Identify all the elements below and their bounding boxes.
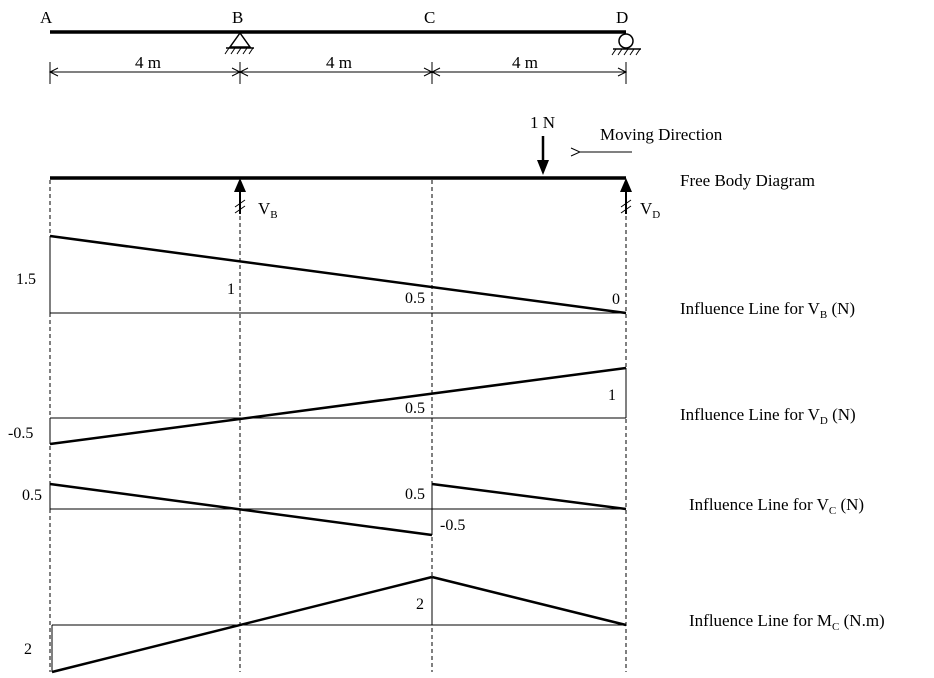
il-vc-curve-right <box>431 482 627 511</box>
reaction-arrow-d-icon <box>620 178 632 214</box>
dimension-line <box>48 62 628 84</box>
span-label-ab: 4 m <box>135 53 161 72</box>
il-vd-curve <box>49 366 627 446</box>
point-label-c: C <box>424 8 435 27</box>
il-vc-label-a: 0.5 <box>22 487 42 504</box>
il-vb-label-d: 0 <box>612 291 620 308</box>
il-vd-label-d: 1 <box>608 387 616 404</box>
il-vc-label-c-bottom: -0.5 <box>440 517 465 534</box>
roller-support-icon <box>611 33 641 56</box>
il-mc-label-a: 2 <box>24 641 32 658</box>
point-label-d: D <box>616 8 628 27</box>
pin-support-icon <box>224 31 254 55</box>
il-vc-label-c-top: 0.5 <box>405 486 425 503</box>
il-mc-title: Influence Line for MC (N.m) <box>689 611 885 633</box>
load-arrowhead-icon <box>537 160 549 175</box>
influence-line-vc: 0.5 0.5 -0.5 Influence Line for VC (N) <box>22 482 864 537</box>
il-vb-label-a: 1.5 <box>16 271 36 288</box>
il-mc-curve-left <box>51 575 433 674</box>
reaction-arrow-b-icon <box>234 178 246 214</box>
il-vc-title: Influence Line for VC (N) <box>689 495 864 517</box>
il-vd-label-a: -0.5 <box>8 425 33 442</box>
span-label-bc: 4 m <box>326 53 352 72</box>
il-mc-curve-right <box>431 575 627 627</box>
fbd-title: Free Body Diagram <box>680 171 815 190</box>
point-label-a: A <box>40 8 53 27</box>
moving-load: 1 N Moving Direction <box>530 113 723 175</box>
free-body-diagram: Free Body Diagram VB VD <box>50 171 815 221</box>
influence-line-mc: 2 2 Influence Line for MC (N.m) <box>24 575 885 674</box>
il-vb-label-b: 1 <box>227 281 235 298</box>
influence-line-vd: -0.5 0.5 1 Influence Line for VD (N) <box>8 366 856 446</box>
reaction-label-d: VD <box>640 199 660 221</box>
il-vb-curve <box>49 234 627 315</box>
moving-direction-label: Moving Direction <box>600 125 723 144</box>
dashed-guides <box>49 180 627 672</box>
il-vb-title: Influence Line for VB (N) <box>680 299 855 321</box>
reaction-label-b: VB <box>258 199 278 221</box>
il-mc-label-c: 2 <box>416 596 424 613</box>
point-label-b: B <box>232 8 243 27</box>
beam-schematic: A B C D <box>40 8 641 84</box>
il-vb-label-c: 0.5 <box>405 290 425 307</box>
span-label-cd: 4 m <box>512 53 538 72</box>
il-vd-title: Influence Line for VD (N) <box>680 405 856 427</box>
il-vd-label-c: 0.5 <box>405 400 425 417</box>
il-vc-curve-left <box>49 482 433 537</box>
influence-line-vb: 1.5 1 0.5 0 Influence Line for VB (N) <box>16 234 855 321</box>
load-label: 1 N <box>530 113 555 132</box>
